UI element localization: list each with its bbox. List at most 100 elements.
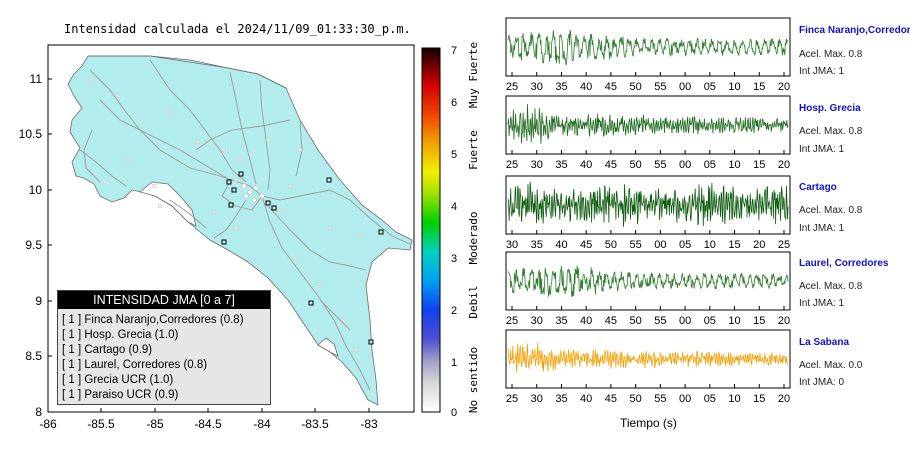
waveform-tick-label: 00 [654, 239, 666, 251]
station-marker [228, 202, 234, 208]
station-marker [308, 300, 314, 306]
waveform-x-label: Tiempo (s) [620, 416, 677, 430]
costa-rica-shape [67, 55, 413, 406]
colorbar-tick: 7 [451, 45, 457, 57]
colorbar-tick: 4 [451, 201, 457, 213]
map-y-tick: 8.5 [25, 349, 42, 363]
map-x-axis: -86 -85.5 -85 -84.5 -84 -83.5 -83 [39, 408, 378, 431]
waveform-trace [507, 342, 788, 373]
station-name: Cartago [799, 182, 837, 193]
station-marker [231, 187, 237, 193]
waveform-tick-label: 10 [728, 81, 740, 93]
station-acel: Acel. Max. 0.8 [799, 126, 863, 137]
waveform-tick-label: 25 [506, 159, 518, 171]
map-x-tick: -85 [146, 417, 164, 431]
waveform-tick-label: 25 [506, 81, 518, 93]
waveform-tick-label: 50 [605, 239, 617, 251]
map-x-tick: -84.5 [194, 417, 222, 431]
intensity-legend: INTENSIDAD JMA [0 a 7] [ 1 ] Finca Naran… [57, 290, 271, 405]
waveform-tick-label: 25 [506, 315, 518, 327]
map-y-tick: 9.5 [25, 238, 42, 252]
station-markers [221, 171, 384, 345]
waveform-tick-label: 25 [506, 393, 518, 405]
map-x-tick: -85.5 [87, 417, 115, 431]
scale-label-debil: Debil [467, 285, 480, 318]
waveform-trace [507, 265, 789, 297]
waveform-tick-label: 30 [531, 315, 543, 327]
waveform-trace [507, 29, 789, 66]
waveform-panel: 30 35 40 45 50 55 00 05 10 15 20 25 [505, 175, 791, 251]
roads [79, 59, 411, 391]
station-int: Int JMA: 0 [799, 377, 845, 388]
waveform-tick-label: 05 [704, 159, 716, 171]
station-marker [238, 171, 244, 177]
waveform-tick-label: 45 [580, 239, 592, 251]
waveform-tick-label: 35 [531, 239, 543, 251]
map-x-tick: -84 [253, 417, 271, 431]
legend-item: [ 1 ] Paraiso UCR (0.9) [62, 389, 179, 401]
waveform-tick-label: 15 [753, 315, 765, 327]
station-int: Int JMA: 1 [799, 66, 845, 77]
waveform-tick-label: 45 [605, 159, 617, 171]
waveform-tick-label: 55 [654, 393, 666, 405]
map-y-tick: 10.5 [19, 127, 43, 141]
waveform-tick-label: 00 [679, 81, 691, 93]
waveform-frame [505, 17, 791, 77]
waveform-tick-label: 45 [605, 81, 617, 93]
station-marker [368, 339, 374, 345]
map-y-tick: 10 [29, 183, 43, 197]
legend-item: [ 1 ] Finca Naranjo,Corredores (0.8) [62, 314, 244, 326]
station-int: Int JMA: 1 [799, 298, 845, 309]
station-int: Int JMA: 1 [799, 223, 845, 234]
station-acel: Acel. Max. 0.8 [799, 281, 863, 292]
waveform-tick-label: 55 [630, 239, 642, 251]
waveform-tick-label: 50 [630, 81, 642, 93]
map-y-tick: 8 [35, 405, 42, 419]
waveform-tick-label: 20 [753, 239, 765, 251]
waveform-tick-label: 40 [580, 393, 592, 405]
station-name: La Sabana [799, 337, 850, 348]
waveform-tick-label: 30 [531, 159, 543, 171]
border-north [88, 55, 287, 89]
waveform-tick-label: 10 [728, 393, 740, 405]
waveform-tick-label: 55 [654, 81, 666, 93]
station-name: Laurel, Corredores [799, 258, 889, 269]
towns [87, 77, 363, 353]
legend-item: [ 1 ] Laurel, Corredores (0.8) [62, 359, 208, 371]
legend-item: [ 1 ] Cartago (0.9) [62, 344, 153, 356]
station-marker [326, 177, 332, 183]
colorbar-tick: 5 [451, 149, 457, 161]
intensity-colorbar: 7 6 5 4 3 2 1 0 Muy Fuerte Fuerte Modera… [421, 42, 480, 419]
station-marker [226, 179, 232, 185]
golfo-dulce [317, 337, 339, 357]
waveform-tick-label: 55 [654, 315, 666, 327]
colorbar-tick: 0 [451, 407, 457, 419]
station-int: Int JMA: 1 [799, 144, 845, 155]
colorbar-tick: 1 [451, 357, 457, 369]
waveform-tick-label: 30 [506, 239, 518, 251]
waveform-tick-label: 20 [778, 315, 790, 327]
waveform-tick-label: 00 [679, 393, 691, 405]
scale-label-fuerte: Fuerte [467, 130, 480, 170]
station-marker [378, 229, 384, 235]
waveform-panel: 25 30 35 40 45 50 55 00 05 10 15 20 [505, 329, 791, 405]
waveform-tick-label: 05 [704, 393, 716, 405]
waveform-tick-label: 05 [679, 239, 691, 251]
waveform-panel: 25 30 35 40 45 50 55 00 05 10 15 20 [505, 251, 791, 327]
waveform-panel: 25 30 35 40 45 50 55 00 05 10 15 20 [505, 17, 791, 93]
scale-label-muy-fuerte: Muy Fuerte [467, 42, 480, 108]
station-acel: Acel. Max. 0.8 [799, 205, 863, 216]
waveform-tick-label: 40 [580, 81, 592, 93]
legend-title: INTENSIDAD JMA [0 a 7] [58, 291, 270, 309]
waveform-tick-label: 50 [630, 159, 642, 171]
colorbar-tick: 6 [451, 97, 457, 109]
legend-item: [ 1 ] Grecia UCR (1.0) [62, 374, 174, 386]
station-marker [265, 200, 271, 206]
waveform-tick-label: 40 [555, 239, 567, 251]
waveform-tick-label: 00 [679, 159, 691, 171]
waveform-tick-label: 55 [654, 159, 666, 171]
map-title: Intensidad calculada el 2024/11/09_01:33… [64, 22, 411, 36]
waveform-tick-label: 30 [531, 393, 543, 405]
waveform-tick-label: 15 [753, 393, 765, 405]
colorbar-tick: 2 [451, 305, 457, 317]
